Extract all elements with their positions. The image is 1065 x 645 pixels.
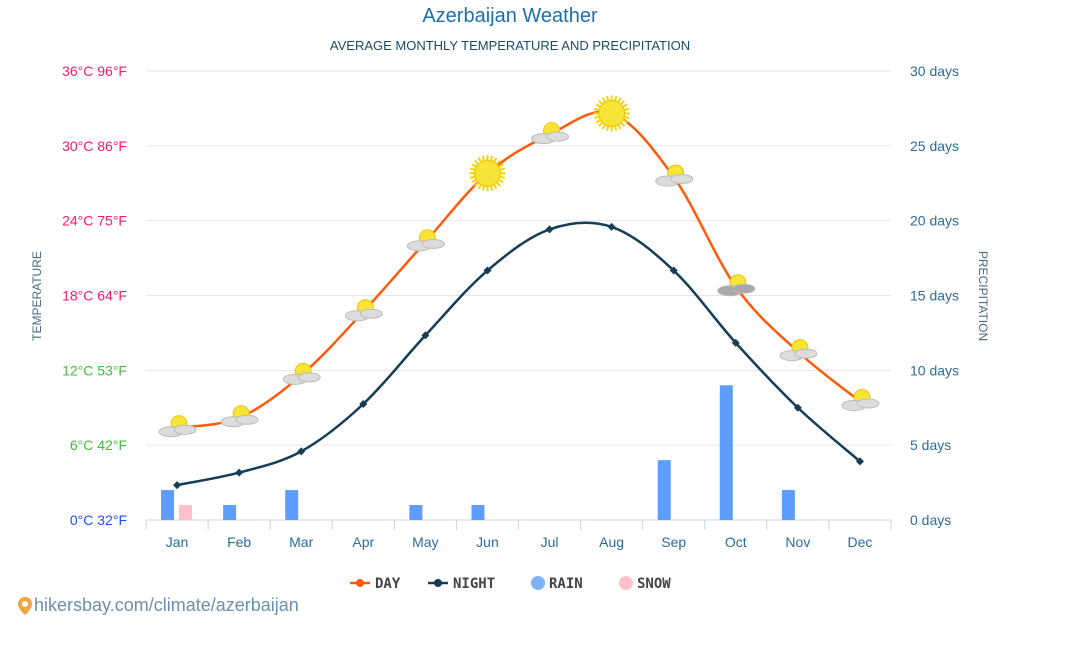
night-point <box>483 266 492 275</box>
rain-bar <box>781 490 795 520</box>
x-tick-label: May <box>412 534 438 550</box>
legend-marker-dot <box>434 579 442 587</box>
partly-cloudy-icon <box>531 122 570 145</box>
partly-cloudy-icon <box>158 415 197 438</box>
y-tick-label: 6°C 42°F <box>70 437 127 453</box>
night-point <box>731 338 740 347</box>
rain-bar <box>161 490 175 520</box>
cloud <box>670 174 694 185</box>
cloud <box>856 398 880 409</box>
night-point <box>359 400 368 409</box>
sunny-icon <box>469 155 506 192</box>
y-tick-label: 18°C 64°F <box>62 288 127 304</box>
location-pin-icon <box>18 596 32 615</box>
night-line <box>176 221 861 487</box>
partly-cloudy-icon <box>220 405 259 428</box>
night-point <box>793 403 802 412</box>
y2-tick-label: 30 days <box>910 63 959 79</box>
source-url: hikersbay.com/climate/azerbaijan <box>34 595 299 615</box>
y-tick-label: 24°C 75°F <box>62 213 127 229</box>
night-point <box>669 266 678 275</box>
cloud <box>173 424 197 435</box>
night-point <box>855 457 864 466</box>
legend-night-label: NIGHT <box>453 576 495 592</box>
y2-tick-label: 10 days <box>910 362 959 378</box>
night-point <box>173 481 182 490</box>
legend-snow-marker <box>619 576 633 590</box>
rain-bar <box>719 385 733 520</box>
x-tick-label: Feb <box>227 534 251 550</box>
cloud <box>297 372 321 383</box>
legend-marker-dot <box>356 579 364 587</box>
y-tick-label: 0°C 32°F <box>70 512 127 528</box>
x-tick-label: Jun <box>476 534 499 550</box>
sunny-icon <box>593 95 630 132</box>
y2-tick-label: 0 days <box>910 512 951 528</box>
rain-bar <box>285 490 299 520</box>
y2-tick-label: 5 days <box>910 437 951 453</box>
y-tick-label: 30°C 86°F <box>62 138 127 154</box>
x-tick-label: Dec <box>848 534 873 550</box>
y2-tick-label: 20 days <box>910 213 959 229</box>
source-link[interactable]: hikersbay.com/climate/azerbaijan <box>18 595 299 616</box>
y2-tick-label: 25 days <box>910 138 959 154</box>
x-tick-label: Aug <box>599 534 624 550</box>
cloud <box>546 131 570 142</box>
legend-rain-label: RAIN <box>549 576 583 592</box>
partly-cloudy-icon <box>841 389 880 412</box>
chart-subtitle: AVERAGE MONTHLY TEMPERATURE AND PRECIPIT… <box>329 38 691 53</box>
chart-title: Azerbaijan Weather <box>422 5 598 27</box>
y2-tick-label: 15 days <box>910 288 959 304</box>
night-point <box>545 225 554 234</box>
legend-rain-marker <box>531 576 545 590</box>
snow-bar <box>179 505 193 520</box>
cloud <box>421 238 445 249</box>
x-tick-label: Sep <box>661 534 686 550</box>
cloudy-icon <box>717 274 756 297</box>
night-point <box>235 468 244 477</box>
legend-day-label: DAY <box>375 576 401 592</box>
y-tick-label: 36°C 96°F <box>62 63 127 79</box>
cloud <box>235 414 259 425</box>
x-tick-label: Oct <box>725 534 747 550</box>
rain-bar <box>657 460 671 520</box>
night-point <box>297 447 306 456</box>
rain-bar <box>409 505 423 520</box>
partly-cloudy-icon <box>282 362 321 385</box>
y2-axis-label: PRECIPITATION <box>976 251 990 341</box>
cloud <box>794 348 818 359</box>
y-axis-label: TEMPERATURE <box>30 251 44 341</box>
rain-bar <box>223 505 237 520</box>
legend-snow-label: SNOW <box>637 576 671 592</box>
y-tick-label: 12°C 53°F <box>62 362 127 378</box>
x-tick-label: Mar <box>289 534 313 550</box>
x-tick-label: Apr <box>352 534 374 550</box>
x-tick-label: Jan <box>166 534 189 550</box>
partly-cloudy-icon <box>779 339 818 362</box>
partly-cloudy-icon <box>655 164 694 187</box>
cloud <box>359 308 383 319</box>
cloud <box>732 283 756 294</box>
x-tick-label: Nov <box>785 534 810 550</box>
rain-bar <box>471 505 485 520</box>
partly-cloudy-icon <box>344 299 383 322</box>
day-line <box>176 110 861 429</box>
sun-disc <box>473 159 501 187</box>
night-point <box>421 331 430 340</box>
x-tick-label: Jul <box>541 534 559 550</box>
partly-cloudy-icon <box>406 229 445 252</box>
night-point <box>607 222 616 231</box>
sun-disc <box>598 99 626 127</box>
